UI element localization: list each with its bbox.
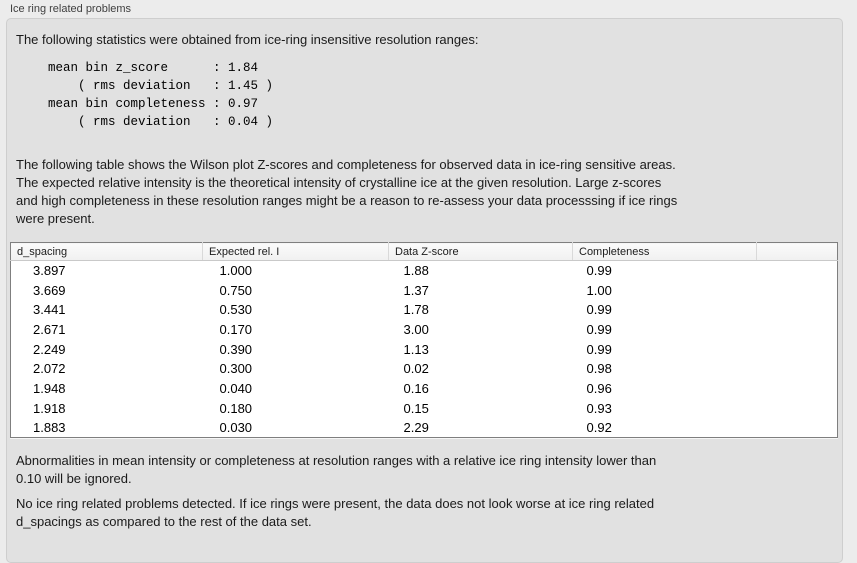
table-row[interactable]: 1.883 0.030 2.29 0.92 [11, 418, 838, 438]
table-cell: 0.99 [586, 321, 612, 337]
table-cell-filler [757, 320, 838, 340]
column-header-filler [756, 242, 838, 261]
table-cell: 1.000 [219, 263, 253, 279]
table-cell: 1.13 [403, 341, 429, 357]
table-cell-filler [757, 398, 838, 418]
table-cell-filler [757, 280, 838, 300]
table-cell-filler [757, 261, 838, 281]
ice-ring-table: d_spacing Expected rel. I Data Z-score Comp… [10, 242, 838, 439]
table-row[interactable]: 3.441 0.530 1.78 0.99 [11, 300, 838, 320]
table-row[interactable]: 1.948 0.040 0.16 0.96 [11, 379, 838, 399]
table-cell: 1.883 [33, 420, 66, 436]
table-row[interactable]: 1.918 0.180 0.15 0.93 [11, 398, 838, 418]
table-cell: 0.02 [403, 361, 429, 377]
table-cell: 0.030 [219, 420, 253, 436]
table-cell: 0.98 [586, 361, 612, 377]
table-cell: 2.29 [403, 420, 429, 436]
table-row[interactable]: 3.897 1.000 1.88 0.99 [11, 261, 838, 281]
column-header-expected-rel-i[interactable]: Expected rel. I [202, 242, 389, 261]
table-row[interactable]: 2.671 0.170 3.00 0.99 [11, 320, 838, 340]
table-cell: 0.530 [219, 302, 253, 318]
table-cell: 2.249 [33, 341, 66, 357]
table-cell: 3.897 [33, 263, 66, 279]
table-cell: 1.00 [586, 282, 612, 298]
table-row[interactable]: 2.249 0.390 1.13 0.99 [11, 339, 838, 359]
table-cell: 0.99 [586, 341, 612, 357]
table-cell: 0.390 [219, 341, 253, 357]
ignore-note: Abnormalities in mean intensity or compl… [16, 453, 657, 487]
column-header-data-z-score[interactable]: Data Z-score [388, 242, 573, 261]
table-cell: 3.441 [33, 302, 66, 318]
table-cell: 3.00 [403, 321, 429, 337]
table-cell-filler [757, 359, 838, 379]
table-cell: 1.78 [403, 302, 429, 318]
table-cell: 0.93 [586, 400, 612, 416]
table-cell: 1.88 [403, 263, 429, 279]
table-cell: 0.16 [403, 380, 429, 396]
table-cell: 2.072 [33, 361, 66, 377]
table-cell: 0.040 [219, 380, 253, 396]
table-header: d_spacing Expected rel. I Data Z-score Comp… [10, 242, 838, 261]
column-header-completeness[interactable]: Completeness [572, 242, 757, 261]
table-cell: 0.180 [219, 400, 253, 416]
table-cell: 1.918 [33, 400, 66, 416]
table-cell-filler [757, 339, 838, 359]
table-cell: 0.750 [219, 282, 253, 298]
table-body: 3.897 1.000 1.88 0.99 3.669 0.750 1.37 1.00 3.44… [11, 261, 838, 438]
table-cell: 0.300 [219, 361, 253, 377]
ice-ring-groupbox: The following statistics were obtained f… [6, 18, 843, 563]
table-cell-filler [757, 418, 838, 438]
table-cell: 2.671 [33, 321, 66, 337]
table-row[interactable]: 2.072 0.300 0.02 0.98 [11, 359, 838, 379]
conclusion-text: No ice ring related problems detected. I… [16, 496, 655, 530]
table-cell: 0.99 [586, 302, 612, 318]
table-cell: 1.37 [403, 282, 429, 298]
table-cell: 3.669 [33, 282, 66, 298]
table-cell: 1.948 [33, 380, 66, 396]
table-cell: 0.15 [403, 400, 429, 416]
table-cell-filler [757, 379, 838, 399]
table-cell: 0.99 [586, 263, 612, 279]
table-cell: 0.96 [586, 380, 612, 396]
table-cell: 0.92 [586, 420, 612, 436]
column-header-d-spacing[interactable]: d_spacing [10, 242, 203, 261]
intro-text: The following statistics were obtained f… [16, 32, 479, 47]
panel-title: Ice ring related problems [10, 3, 132, 15]
table-cell-filler [757, 300, 838, 320]
table-cell: 0.170 [219, 321, 253, 337]
table-description: The following table shows the Wilson plo… [16, 157, 678, 226]
ice-ring-report-page: { "panel": { "title": "Ice ring related … [6, 3, 843, 563]
stats-block: mean bin z_score : 1.84 ( rms deviation … [48, 61, 274, 129]
table-row[interactable]: 3.669 0.750 1.37 1.00 [11, 280, 838, 300]
table-header-row: d_spacing Expected rel. I Data Z-score Comp… [10, 242, 838, 261]
